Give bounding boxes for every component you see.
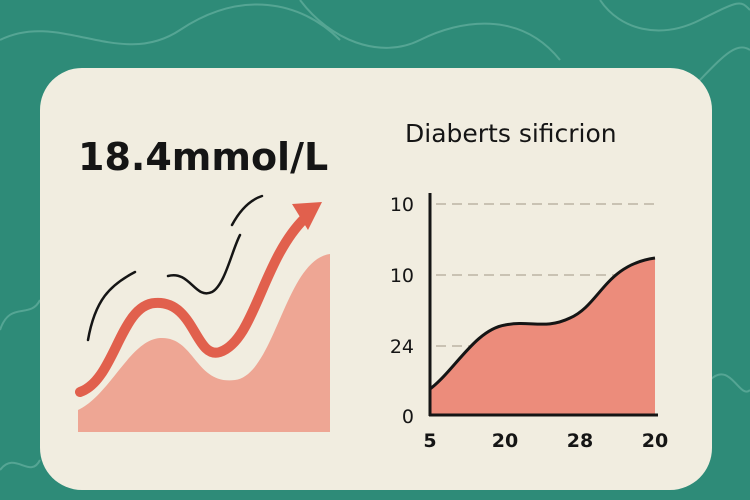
reading-value: 18.4mmol/L: [78, 135, 328, 179]
y-tick-label: 0: [402, 406, 414, 428]
squiggle: [166, 233, 242, 295]
y-tick-labels: 10 10 24 0: [390, 194, 414, 428]
illustration-squiggles: [86, 194, 264, 342]
x-tick-label: 28: [567, 430, 593, 452]
y-tick-label: 10: [390, 265, 414, 287]
x-tick-label: 5: [423, 430, 436, 452]
wave: [0, 299, 41, 331]
y-tick-label: 24: [390, 336, 414, 358]
x-tick-labels: 5 20 28 20: [423, 430, 668, 452]
illustration-arrowhead: [292, 202, 322, 230]
wave: [709, 373, 750, 393]
chart-area: [430, 258, 655, 415]
y-tick-label: 10: [390, 194, 414, 216]
wave: [599, 0, 750, 32]
x-tick-label: 20: [492, 430, 518, 452]
illustration-trend: [75, 213, 310, 397]
wave: [0, 3, 341, 46]
chart-line: [429, 256, 656, 391]
wave: [299, 0, 561, 61]
wave: [0, 459, 41, 471]
illustration-area: [78, 254, 330, 432]
squiggle: [86, 270, 137, 342]
chart-title: Diaberts sificrion: [405, 119, 617, 148]
squiggle: [230, 194, 264, 227]
x-tick-label: 20: [642, 430, 668, 452]
